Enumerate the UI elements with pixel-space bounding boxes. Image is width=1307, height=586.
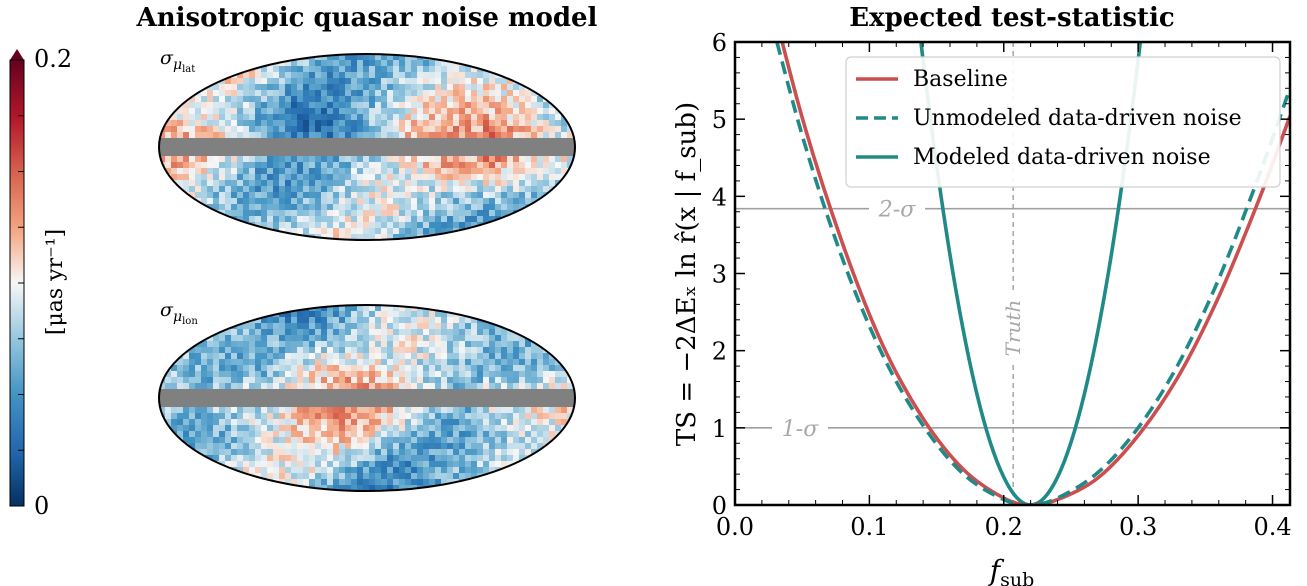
y-tick-label: 1 <box>712 415 727 443</box>
legend-entry-label: Baseline <box>913 67 1008 92</box>
reference-line-label: 2-σ <box>878 198 916 223</box>
y-axis-label: TS = −2ΔEₓ ln r̂(x | f_sub) <box>672 102 702 446</box>
chart-title: Expected test-statistic <box>849 3 1174 33</box>
masked-galactic-plane <box>159 389 575 407</box>
legend-box <box>845 56 1281 188</box>
truth-label: Truth <box>1001 300 1025 357</box>
x-axis-label: fsub <box>988 554 1035 586</box>
masked-galactic-plane <box>159 138 575 156</box>
test-statistic-plot: 1-σ 2-σ Truth 0.0 0.1 0.2 0.3 0.4 0 1 2 3 4 5 6 Basel… <box>712 29 1292 541</box>
series-line-1 <box>775 42 1290 505</box>
y-tick-label: 0 <box>712 492 727 520</box>
y-tick-label: 5 <box>712 106 727 134</box>
y-tick-label: 4 <box>712 183 727 211</box>
x-tick-label: 0.2 <box>985 513 1023 541</box>
legend-entry-label: Modeled data-driven noise <box>913 145 1211 170</box>
y-tick-label: 2 <box>712 338 727 366</box>
colorbar-extend-arrow <box>10 49 24 60</box>
x-tick-label: 0.3 <box>1119 513 1157 541</box>
y-tick-label: 3 <box>712 261 727 289</box>
map-lon-label: σμlon <box>160 299 198 327</box>
legend-entry-label: Unmodeled data-driven noise <box>913 106 1242 131</box>
x-tick-label: 0.1 <box>850 513 888 541</box>
colorbar-max-label: 0.2 <box>34 45 72 73</box>
left-panel-title: Anisotropic quasar noise model <box>136 3 598 33</box>
x-tick-label: 0.0 <box>716 513 754 541</box>
colorbar-min-label: 0 <box>34 492 49 520</box>
map-lat-label: σμlat <box>160 47 195 75</box>
sky-map-lat: σμlat <box>158 47 576 241</box>
colorbar-unit-label: [μas yr⁻¹] <box>43 229 68 335</box>
sky-map-lon: σμlon <box>158 299 576 492</box>
colorbar: 0.2 0 [μas yr⁻¹] <box>9 45 72 520</box>
x-tick-label: 0.4 <box>1253 513 1291 541</box>
reference-line-label: 1-σ <box>782 417 819 442</box>
y-tick-label: 6 <box>712 29 727 57</box>
